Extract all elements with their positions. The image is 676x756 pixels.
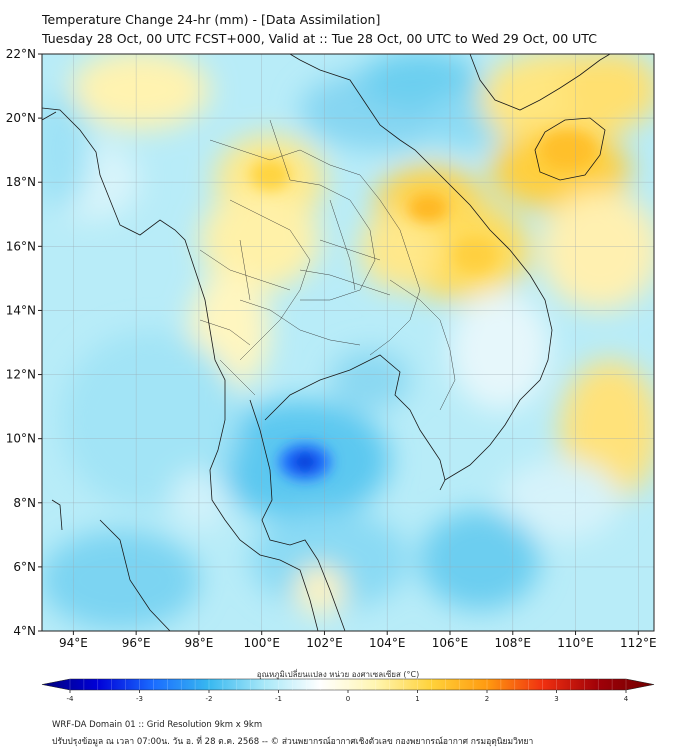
map-grid [42,54,654,631]
colorbar: -4 -3 -2 -1 0 1 2 3 4 [41,678,655,703]
lon-tick-label: 104°E [369,636,406,650]
lon-tick-label: 106°E [432,636,469,650]
colorbar-tick-label: -4 [67,695,75,703]
colorbar-ticks: -4 -3 -2 -1 0 1 2 3 4 [67,679,629,703]
colorbar-tick-label: -2 [206,695,213,703]
lon-tick-label: 108°E [495,636,532,650]
coastlines [42,54,611,631]
colorbar-tick-label: 2 [485,695,489,703]
lon-tick-label: 94°E [59,636,88,650]
lat-tick-label: 20°N [6,111,36,125]
admin-borders [199,119,456,411]
longitude-labels: 94°E 96°E 98°E 100°E 102°E 104°E 106°E 108°E 110… [59,631,657,650]
footer-model-info: WRF-DA Domain 01 :: Grid Resolution 9km … [52,720,263,730]
colorbar-tick-label: 3 [554,695,558,703]
lat-tick-label: 8°N [13,496,36,510]
lat-tick-label: 12°N [6,368,36,382]
colorbar-tick-label: -1 [275,695,282,703]
lon-tick-label: 100°E [243,636,280,650]
colorbar-tick-label: 4 [624,695,629,703]
footer-update-info: ปรับปรุงข้อมูล ณ เวลา 07:00น. วัน อ. ที่… [52,737,534,747]
lat-tick-label: 18°N [6,175,36,189]
colorbar-tick-label: 0 [346,695,350,703]
lat-tick-label: 4°N [13,624,36,638]
lat-tick-label: 16°N [6,239,36,253]
lon-tick-label: 112°E [620,636,657,650]
lat-tick-label: 14°N [6,303,36,317]
colorbar-tick-label: -3 [136,695,143,703]
lon-tick-label: 110°E [557,636,594,650]
lon-tick-label: 96°E [122,636,151,650]
latitude-labels: 22°N 20°N 18°N 16°N 14°N 12°N 10°N 8°N 6°N 4°N [6,47,42,638]
lat-tick-label: 6°N [13,560,36,574]
colorbar-label: อุณหภูมิเปลี่ยนแปลง หน่วย องศาเซลเซียส (… [256,670,420,679]
map-title: Temperature Change 24-hr (mm) - [Data As… [42,12,381,27]
lon-tick-label: 98°E [184,636,213,650]
lat-tick-label: 22°N [6,47,36,61]
map-subtitle: Tuesday 28 Oct, 00 UTC FCST+000, Valid a… [42,31,597,46]
map-frame [41,53,655,632]
colorbar-tick-label: 1 [415,695,419,703]
lat-tick-label: 10°N [6,432,36,446]
lon-tick-label: 102°E [306,636,343,650]
temperature-field [42,54,654,631]
